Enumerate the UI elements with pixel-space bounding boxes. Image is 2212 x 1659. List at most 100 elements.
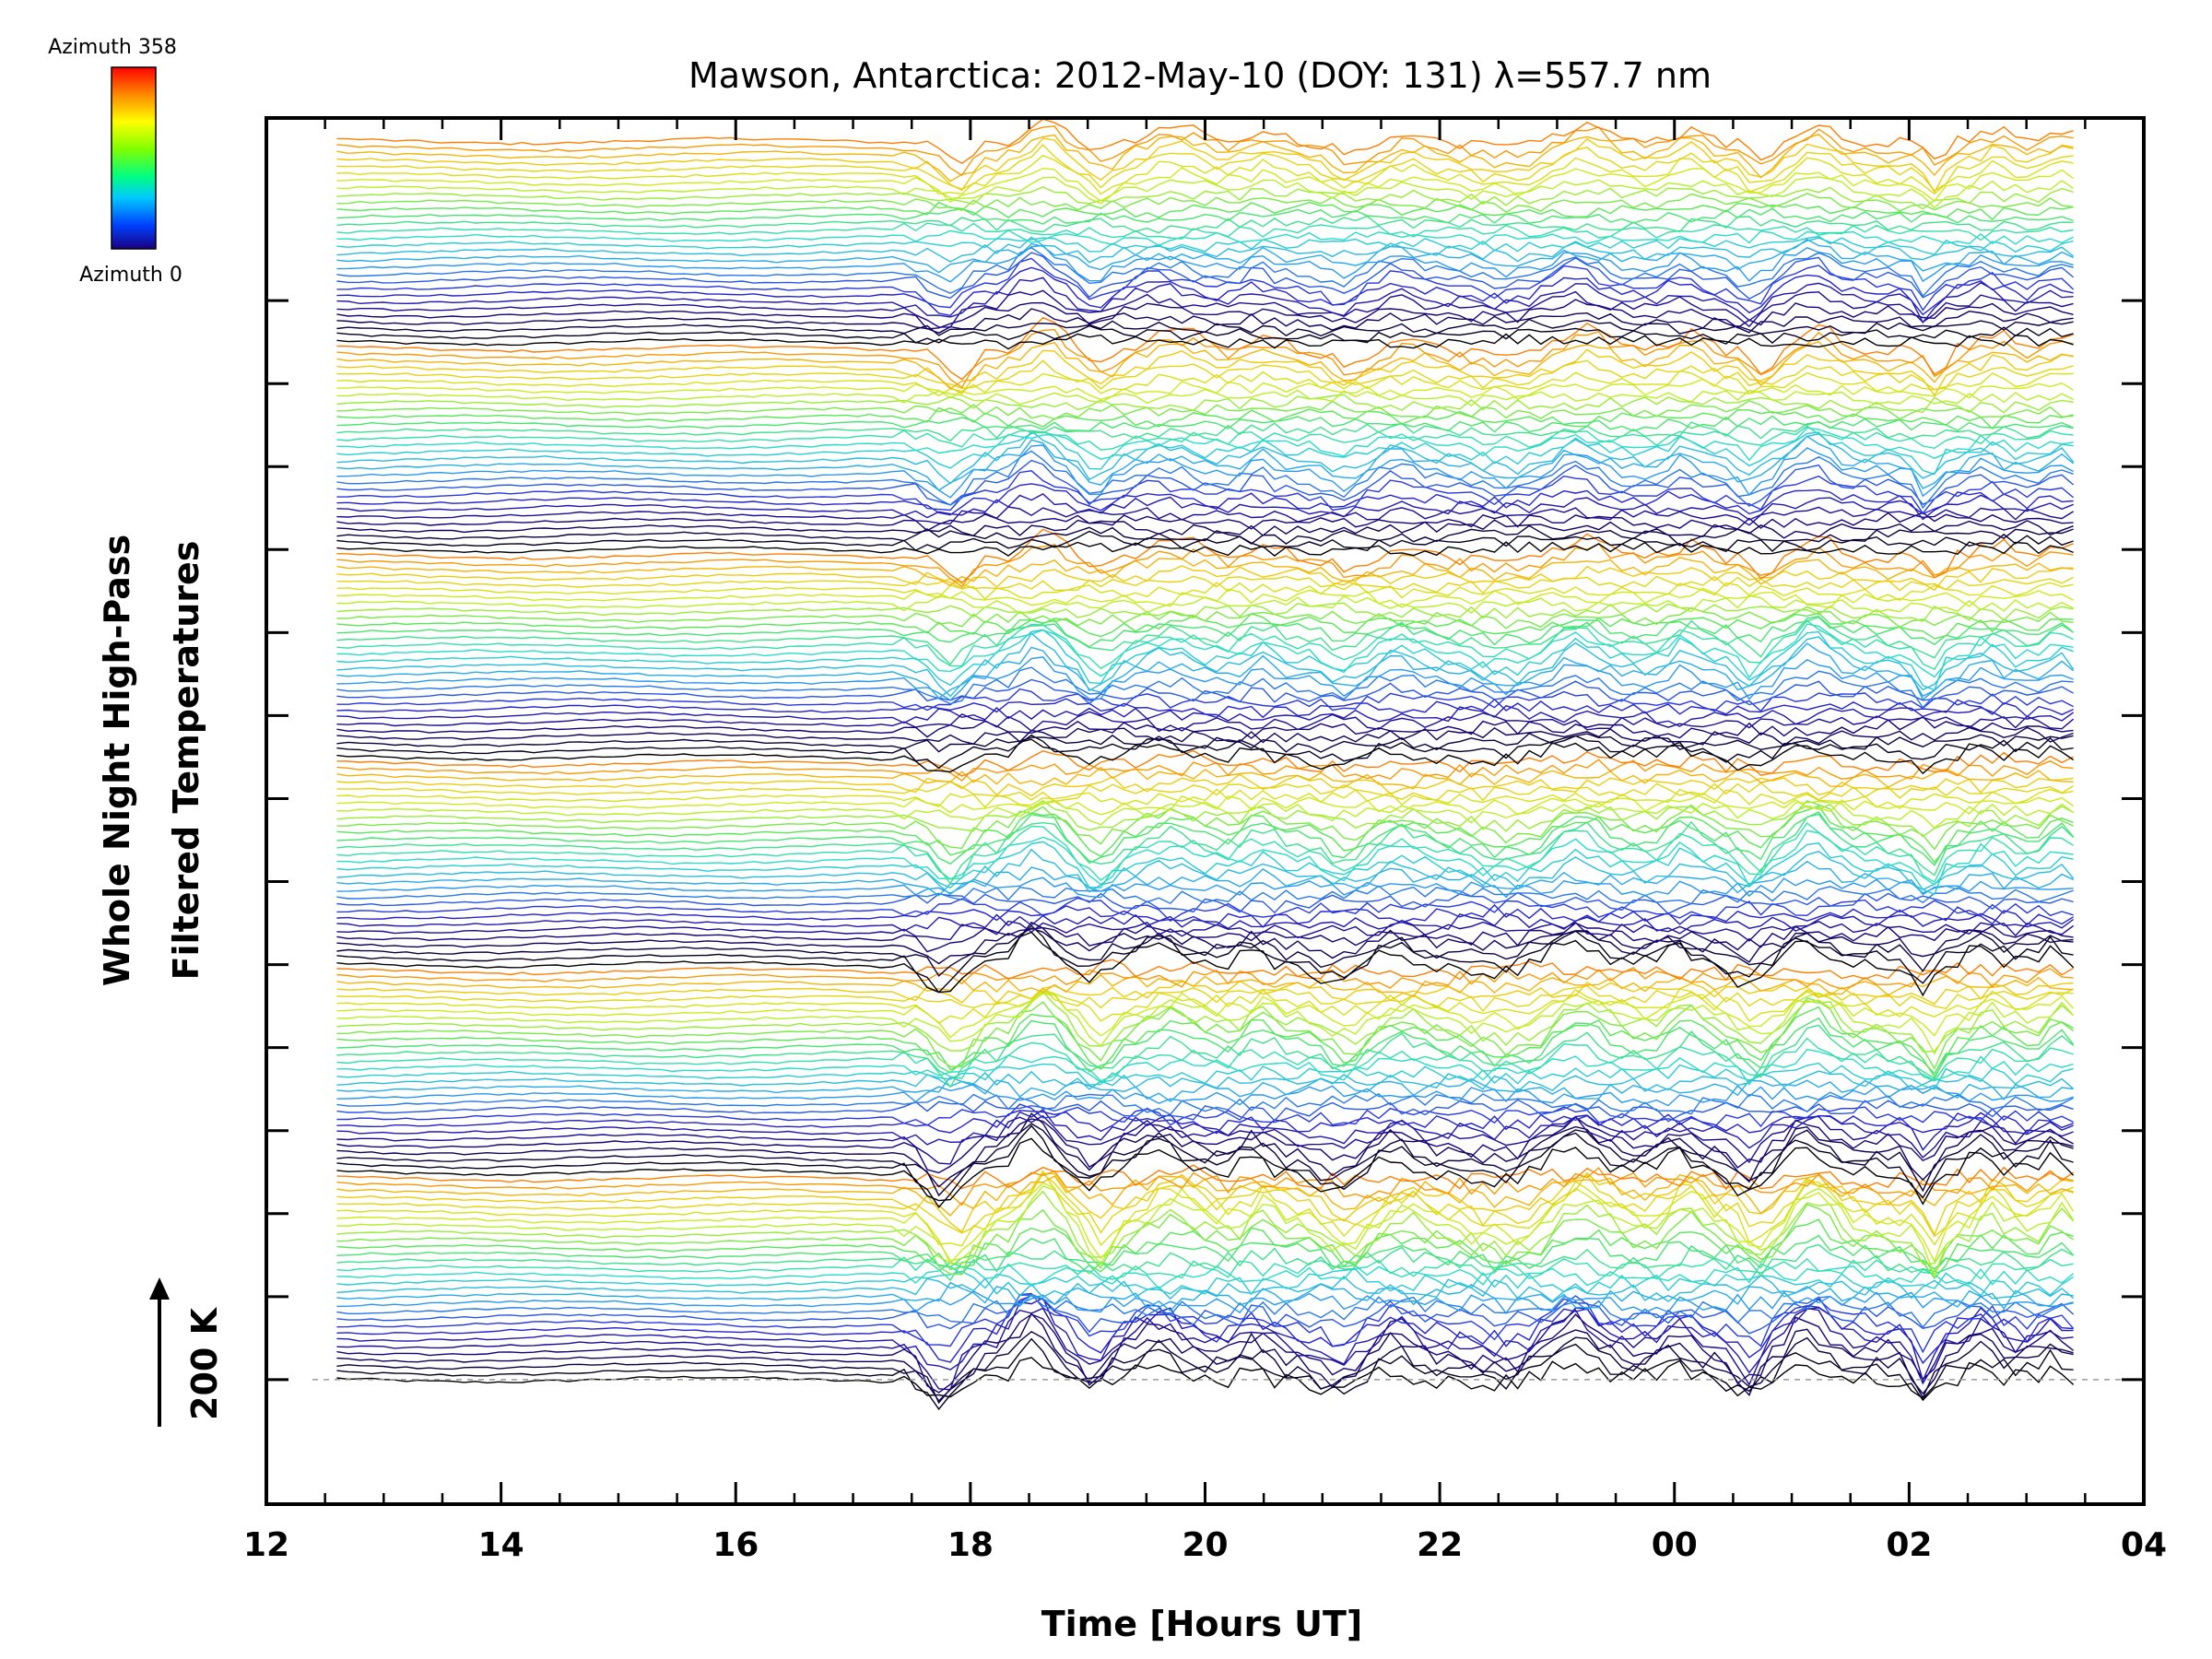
series-line	[336, 920, 2075, 942]
x-tick-label: 12	[243, 1526, 289, 1564]
series-line	[336, 176, 2074, 209]
series-line	[336, 616, 2075, 648]
series-line	[336, 1137, 2075, 1206]
series-line	[336, 1281, 2074, 1312]
series-line	[336, 1099, 2074, 1123]
series-line	[336, 400, 2074, 420]
series-line	[336, 1083, 2074, 1107]
series-line	[336, 788, 2074, 809]
scale-label: 200 K	[184, 1306, 225, 1420]
series-line	[336, 1256, 2074, 1280]
series-line	[336, 678, 2074, 706]
series-line	[336, 333, 2074, 350]
series-line	[336, 1114, 2074, 1165]
series-line	[336, 1103, 2074, 1128]
series-line	[336, 800, 2074, 851]
series-line	[336, 1312, 2074, 1402]
series-line	[336, 167, 2075, 204]
series-line	[336, 429, 2075, 485]
series-line	[336, 1062, 2074, 1090]
series-line	[336, 1337, 2074, 1411]
series-line	[336, 308, 2074, 335]
series-line	[336, 524, 2074, 547]
series-line	[336, 1190, 2075, 1265]
series-line	[336, 575, 2074, 594]
series-line	[336, 860, 2074, 897]
series-line	[336, 257, 2075, 312]
series-line	[336, 1048, 2074, 1086]
series-line	[336, 435, 2075, 491]
series-line	[336, 266, 2074, 317]
series-line	[336, 565, 2074, 592]
series-line	[336, 711, 2075, 733]
series-line	[336, 891, 2074, 915]
series-line	[336, 370, 2074, 397]
series-line	[336, 997, 2075, 1071]
series-line	[336, 980, 2074, 1006]
colorbar-top-label: Azimuth 358	[48, 36, 177, 59]
series-line	[336, 388, 2074, 406]
series-line	[336, 606, 2074, 629]
series-line	[336, 931, 2075, 997]
series-line	[336, 1307, 2074, 1391]
series-line	[336, 483, 2074, 516]
series-line	[336, 421, 2074, 442]
series-line	[336, 781, 2074, 803]
series-line	[336, 738, 2074, 775]
series-line	[336, 1243, 2074, 1281]
series-line	[336, 587, 2074, 609]
x-tick-label: 14	[478, 1526, 524, 1564]
x-tick-label: 22	[1417, 1526, 1463, 1564]
x-tick-label: 18	[947, 1526, 994, 1564]
x-tick-label: 00	[1652, 1526, 1698, 1564]
series-line	[336, 615, 2074, 665]
series-line	[336, 238, 2074, 274]
series-line	[336, 541, 2074, 557]
series-line	[336, 318, 2074, 337]
series-line	[336, 557, 2074, 587]
series-line	[336, 759, 2074, 782]
series-line	[336, 1261, 2075, 1289]
colorbar-bottom-label: Azimuth 0	[79, 264, 182, 287]
series-line	[336, 1172, 2074, 1247]
x-tick-label: 16	[712, 1526, 759, 1564]
series-line	[336, 154, 2074, 195]
series-line	[336, 236, 2075, 264]
x-tick-label: 20	[1182, 1526, 1228, 1564]
y-axis-label-line2: Filtered Temperatures	[166, 541, 206, 981]
series-line	[336, 903, 2074, 928]
series-line	[336, 215, 2074, 234]
series-line	[336, 1290, 2074, 1314]
series-line	[336, 235, 2074, 255]
series-line	[336, 734, 2074, 770]
series-line	[336, 1109, 2074, 1151]
series-line	[336, 289, 2074, 328]
series-line	[336, 276, 2074, 324]
series-line	[336, 493, 2074, 521]
series-line	[336, 698, 2074, 719]
axes-group	[265, 116, 2146, 1506]
x-tick-label: 02	[1886, 1526, 1932, 1564]
series-line	[336, 144, 2074, 192]
series-line	[336, 1274, 2075, 1302]
series-line	[336, 594, 2074, 615]
series-line	[336, 316, 2074, 381]
series-line	[336, 749, 2074, 777]
series-line	[336, 811, 2075, 866]
series-line	[336, 967, 2074, 990]
series-line	[336, 830, 2074, 888]
series-line	[336, 252, 2075, 300]
series-line	[336, 470, 2075, 515]
series-line	[336, 1234, 2075, 1275]
series-line	[336, 1076, 2074, 1102]
x-tick-labels: 12 14 16 18 20 22 00 02 04	[243, 1526, 2167, 1564]
series-group	[336, 118, 2075, 1411]
series-line	[336, 1093, 2074, 1115]
series-line	[336, 623, 2074, 679]
series-line	[336, 459, 2075, 507]
x-axis-label: Time [Hours UT]	[1041, 1604, 1363, 1644]
series-line	[336, 1037, 2074, 1082]
series-line	[336, 201, 2074, 221]
series-line	[336, 1017, 2075, 1076]
series-line	[336, 1295, 2074, 1365]
